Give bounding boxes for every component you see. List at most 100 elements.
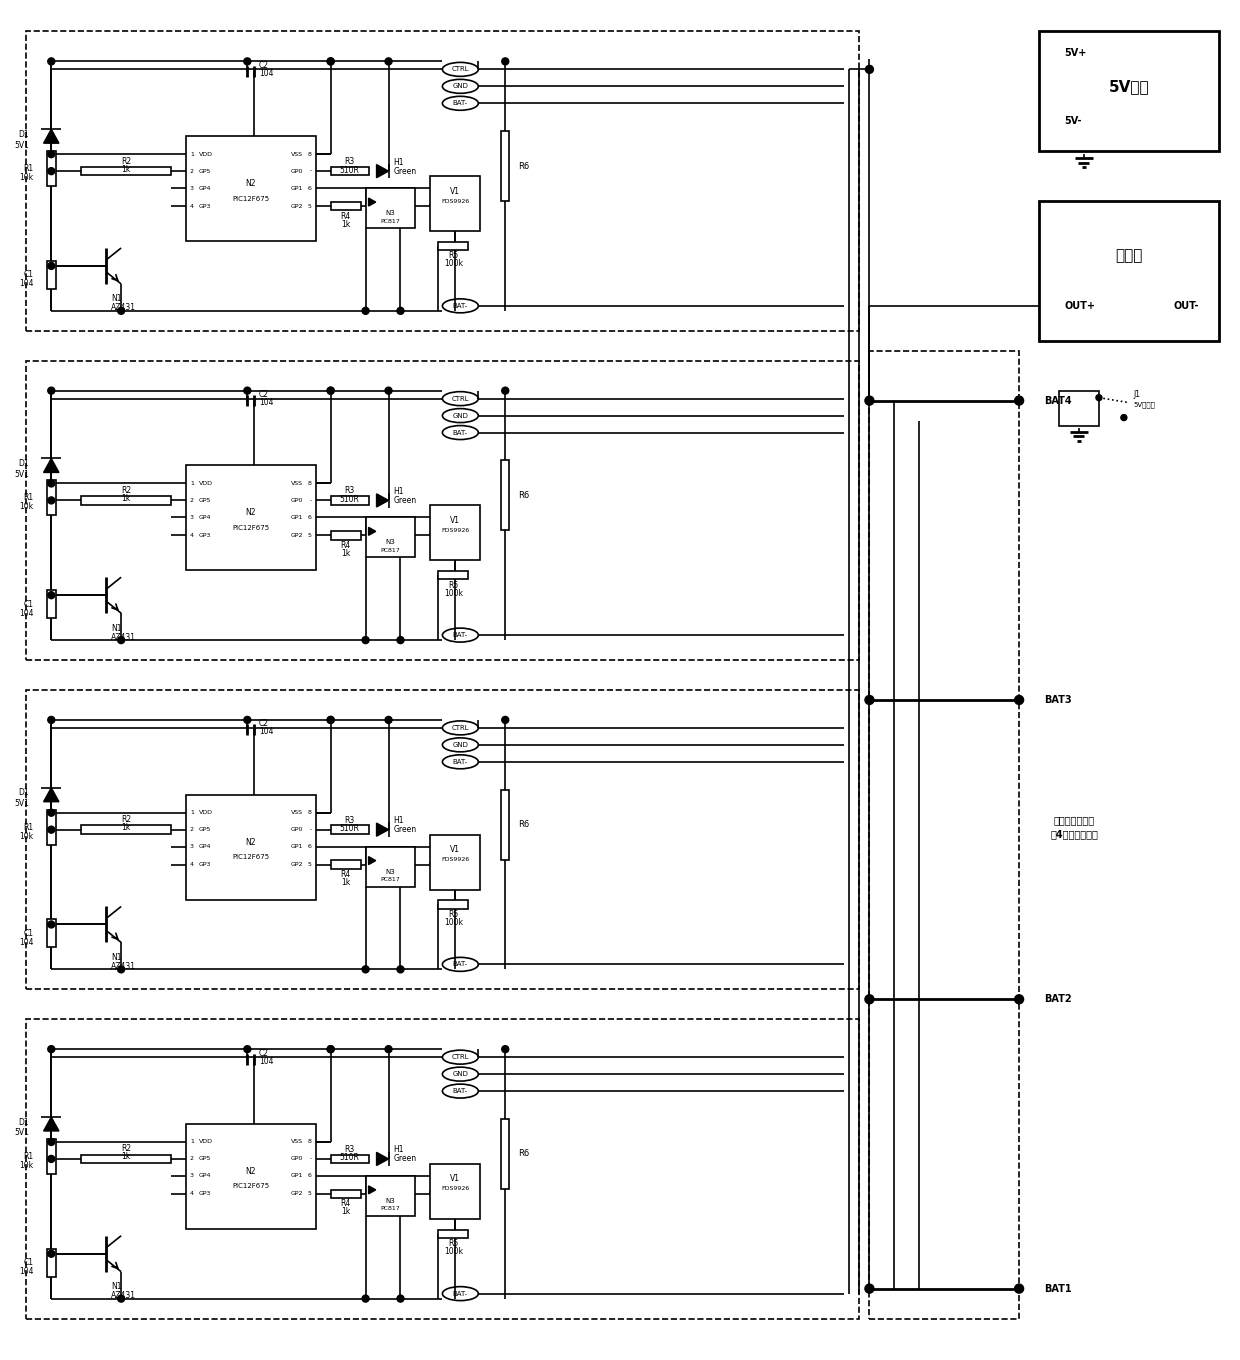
Text: 104: 104 — [259, 69, 273, 78]
Text: R3: R3 — [345, 158, 355, 166]
Text: C1: C1 — [24, 271, 33, 279]
Text: GP5: GP5 — [198, 1156, 211, 1161]
Circle shape — [866, 65, 873, 73]
Polygon shape — [377, 165, 388, 178]
Text: R5: R5 — [448, 581, 459, 590]
Text: Green: Green — [393, 167, 417, 175]
Bar — [501, 131, 510, 201]
Text: GP2: GP2 — [290, 862, 303, 868]
Circle shape — [48, 58, 55, 65]
Text: 2: 2 — [190, 498, 193, 503]
Circle shape — [327, 1046, 334, 1053]
Text: 100k: 100k — [444, 918, 463, 928]
Text: 8: 8 — [308, 811, 311, 815]
Text: 104: 104 — [19, 279, 33, 288]
Text: GP2: GP2 — [290, 204, 303, 208]
Text: 100k: 100k — [444, 260, 463, 268]
Text: GP0: GP0 — [290, 498, 303, 503]
Text: 5V1: 5V1 — [15, 471, 30, 479]
Text: H1: H1 — [393, 158, 404, 167]
Text: N1: N1 — [112, 953, 122, 962]
Text: 2: 2 — [190, 169, 193, 174]
Text: R2: R2 — [122, 1145, 131, 1153]
Bar — [1039, 31, 1219, 151]
Text: V1: V1 — [450, 845, 460, 854]
Circle shape — [362, 636, 370, 643]
Text: 10k: 10k — [19, 173, 33, 182]
Text: 2: 2 — [190, 827, 193, 832]
Text: GP5: GP5 — [198, 827, 211, 832]
Text: PC817: PC817 — [381, 877, 401, 883]
Bar — [81, 167, 171, 175]
Text: 3: 3 — [190, 845, 193, 849]
Circle shape — [48, 496, 55, 505]
Text: GP4: GP4 — [198, 185, 212, 190]
Circle shape — [48, 480, 55, 487]
Text: GP0: GP0 — [290, 827, 303, 832]
Polygon shape — [368, 528, 376, 536]
Polygon shape — [377, 494, 388, 507]
Polygon shape — [43, 458, 60, 472]
Bar — [331, 532, 361, 540]
Circle shape — [327, 388, 334, 394]
Circle shape — [48, 1156, 55, 1163]
Circle shape — [866, 396, 874, 405]
Text: 5: 5 — [308, 862, 311, 868]
Text: VDD: VDD — [198, 811, 213, 815]
Text: GP0: GP0 — [290, 1156, 303, 1161]
Circle shape — [866, 1284, 874, 1293]
Text: Green: Green — [393, 826, 417, 834]
Text: 10k: 10k — [19, 1161, 33, 1170]
Bar — [501, 790, 510, 860]
Text: 5: 5 — [308, 1191, 311, 1197]
Text: R2: R2 — [122, 156, 131, 166]
Text: CTRL: CTRL — [451, 396, 469, 401]
Circle shape — [397, 1295, 404, 1302]
Text: 1k: 1k — [341, 1208, 350, 1216]
Text: V1: V1 — [450, 186, 460, 196]
Text: N3: N3 — [386, 869, 396, 874]
Circle shape — [502, 1046, 508, 1053]
Text: -: - — [310, 827, 311, 832]
Circle shape — [118, 1295, 124, 1302]
Text: R6: R6 — [518, 491, 529, 500]
Text: 3: 3 — [190, 1174, 193, 1178]
Text: 1: 1 — [190, 481, 193, 486]
Text: 3: 3 — [190, 185, 193, 190]
Text: R1: R1 — [24, 494, 33, 502]
Text: C1: C1 — [24, 1258, 33, 1268]
Text: 1k: 1k — [341, 879, 350, 887]
Text: BAT-: BAT- — [453, 759, 467, 764]
Text: 104: 104 — [259, 398, 273, 407]
Text: 510R: 510R — [340, 824, 360, 834]
Text: 510R: 510R — [340, 166, 360, 174]
Bar — [439, 1229, 469, 1238]
Polygon shape — [368, 857, 376, 865]
Bar — [366, 847, 415, 887]
Bar — [47, 590, 56, 619]
Circle shape — [48, 921, 55, 928]
Text: CTRL: CTRL — [451, 67, 469, 72]
Text: GP0: GP0 — [290, 169, 303, 174]
Polygon shape — [43, 787, 60, 802]
Text: BAT4: BAT4 — [1044, 396, 1071, 405]
Text: R3: R3 — [345, 1145, 355, 1153]
Text: 104: 104 — [259, 728, 273, 736]
Circle shape — [397, 307, 404, 314]
Text: VDD: VDD — [198, 152, 213, 156]
Text: J1: J1 — [1133, 390, 1141, 398]
Text: （4节串联为例）: （4节串联为例） — [1050, 830, 1097, 839]
Circle shape — [327, 388, 334, 394]
Text: 8: 8 — [308, 481, 311, 486]
Circle shape — [386, 58, 392, 65]
Circle shape — [327, 717, 334, 724]
Text: C1: C1 — [24, 600, 33, 609]
Circle shape — [327, 58, 334, 65]
Text: VSS: VSS — [290, 152, 303, 156]
Text: 1: 1 — [190, 1140, 193, 1145]
Text: 10k: 10k — [19, 502, 33, 511]
Circle shape — [362, 966, 370, 972]
Text: R2: R2 — [122, 815, 131, 824]
Text: N1: N1 — [112, 294, 122, 303]
Bar — [186, 465, 316, 570]
